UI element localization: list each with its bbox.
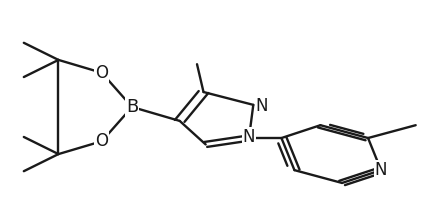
Text: B: B <box>126 98 138 116</box>
Text: N: N <box>256 97 268 115</box>
Text: N: N <box>243 128 255 146</box>
Text: O: O <box>95 64 108 82</box>
Text: N: N <box>375 161 387 179</box>
Text: O: O <box>95 132 108 150</box>
